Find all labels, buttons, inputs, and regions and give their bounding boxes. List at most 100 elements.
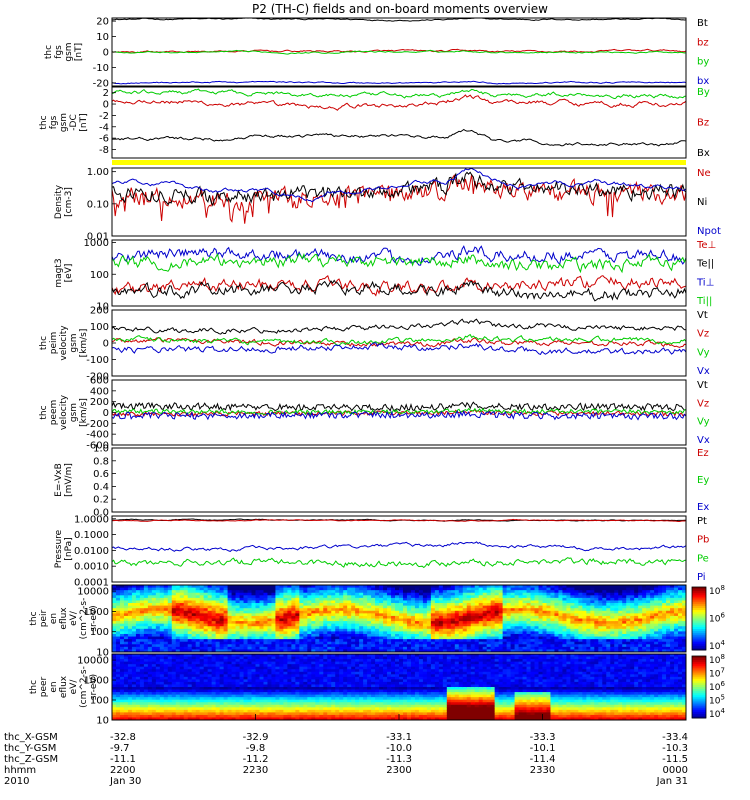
spectrogram-cell <box>327 621 332 625</box>
spectrogram-cell <box>586 590 591 594</box>
spectrogram-cell <box>171 694 177 698</box>
y-tick-label: -2 <box>99 111 109 122</box>
spectrogram-cell <box>279 626 284 630</box>
spectrogram-cell <box>462 633 468 637</box>
spectrogram-cell <box>195 659 201 663</box>
spectrogram-cell <box>239 597 244 601</box>
spectrogram-cell <box>351 587 356 591</box>
spectrogram-cell <box>151 592 157 596</box>
spectrogram-cell <box>570 636 575 640</box>
spectrogram-cell <box>594 600 599 604</box>
spectrogram-cell <box>434 600 440 604</box>
spectrogram-cell <box>255 610 260 614</box>
spectrogram-cell <box>622 613 627 617</box>
spectrogram-cell <box>147 681 153 685</box>
spectrogram-cell <box>614 621 619 625</box>
spectrogram-cell <box>271 644 276 648</box>
spectrogram-cell <box>112 603 117 607</box>
spectrogram-cell <box>387 633 392 637</box>
spectrogram-cell <box>199 644 205 648</box>
spectrogram-cell <box>430 644 436 648</box>
spectrogram-cell <box>151 626 157 630</box>
colorbar-step <box>692 633 706 636</box>
spectrogram-cell <box>235 639 240 643</box>
spectrogram-cell <box>131 603 137 607</box>
spectrogram-cell <box>227 626 232 630</box>
spectrogram-cell <box>414 633 420 637</box>
spectrogram-cell <box>518 605 523 609</box>
spectrogram-cell <box>406 628 412 632</box>
spectrogram-cell <box>135 692 141 696</box>
spectrogram-cell <box>514 603 519 607</box>
spectrogram-cell <box>283 646 288 650</box>
spectrogram-cell <box>319 585 324 588</box>
spectrogram-cell <box>530 608 535 612</box>
spectrogram-cell <box>383 608 388 612</box>
spectrogram-cell <box>426 600 432 604</box>
spectrogram-cell <box>642 646 647 650</box>
spectrogram-cell <box>414 600 420 604</box>
spectrogram-cell <box>442 618 448 622</box>
spectrogram-cell <box>215 605 221 609</box>
spectrogram-cell <box>674 626 679 630</box>
spectrogram-cell <box>112 605 117 609</box>
spectrogram-cell <box>618 639 623 643</box>
spectrogram-cell <box>359 610 364 614</box>
spectrogram-cell <box>466 649 472 653</box>
spectrogram-cell <box>155 664 161 668</box>
spectrogram-cell <box>367 644 372 648</box>
spectrogram-cell <box>518 595 523 599</box>
spectrogram-cell <box>171 613 177 617</box>
spectrogram-cell <box>438 587 444 591</box>
spectrogram-cell <box>151 709 157 713</box>
spectrogram-cell <box>167 687 173 690</box>
spectrogram-cell <box>375 608 380 612</box>
spectrogram-cell <box>514 621 519 625</box>
spectrogram-cell <box>367 610 372 614</box>
spectrogram-cell <box>546 603 551 607</box>
spectrogram-cell <box>283 590 288 594</box>
spectrogram-cell <box>450 641 456 645</box>
spectrogram-cell <box>654 621 659 625</box>
spectrogram-cell <box>199 689 205 693</box>
spectrogram-cell <box>311 641 316 645</box>
spectrogram-cell <box>482 605 488 609</box>
spectrogram-cell <box>606 613 611 617</box>
spectrogram-cell <box>195 714 201 718</box>
spectrogram-cell <box>167 709 173 713</box>
spectrogram-cell <box>247 702 252 706</box>
spectrogram-cell <box>135 592 141 596</box>
spectrogram-cell <box>626 603 631 607</box>
spectrogram-cell <box>263 636 268 640</box>
spectrogram-cell <box>207 605 213 609</box>
spectrogram-cell <box>351 628 356 632</box>
spectrogram-cell <box>112 615 117 619</box>
spectrogram-cell <box>546 595 551 599</box>
spectrogram-cell <box>522 592 527 596</box>
spectrogram-cell <box>227 623 232 627</box>
spectrogram-cell <box>191 626 197 630</box>
spectrogram-cell <box>303 597 308 601</box>
spectrogram-cell <box>582 621 587 625</box>
spectrogram-cell <box>315 639 320 643</box>
spectrogram-cell <box>259 633 264 637</box>
spectrogram-cell <box>215 628 221 632</box>
colorbar-step <box>692 622 706 626</box>
spectrogram-cell <box>662 585 667 588</box>
spectrogram-cell <box>219 664 225 668</box>
spectrogram-cell <box>666 633 671 637</box>
spectrogram-cell <box>227 631 232 635</box>
spectrogram-cell <box>183 646 189 650</box>
spectrogram-cell <box>406 621 412 625</box>
spectrogram-cell <box>115 605 121 609</box>
spectrogram-cell <box>654 633 659 637</box>
spectrogram-cell <box>203 639 209 643</box>
spectrogram-cell <box>662 646 667 650</box>
spectrogram-cell <box>510 613 515 617</box>
spectrogram-cell <box>139 631 145 635</box>
spectrogram-cell <box>422 597 428 601</box>
spectrogram-cell <box>395 605 400 609</box>
spectrogram-cell <box>259 694 264 698</box>
spectrogram-cell <box>418 636 424 640</box>
spectrogram-cell <box>682 592 687 596</box>
